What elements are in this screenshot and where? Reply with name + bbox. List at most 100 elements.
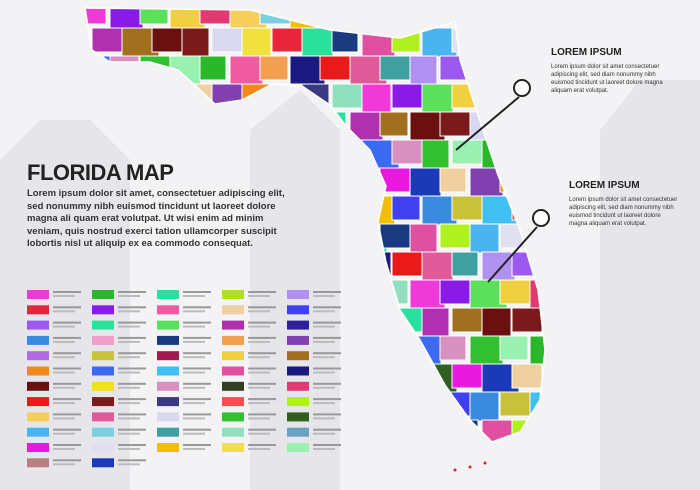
legend-swatch	[92, 381, 114, 391]
legend-text-placeholder	[53, 382, 81, 385]
legend-text-placeholder	[118, 336, 146, 339]
county	[451, 363, 483, 389]
county	[421, 195, 458, 226]
county	[409, 391, 438, 422]
county	[421, 139, 450, 170]
county	[349, 391, 388, 422]
legend-swatch	[27, 458, 49, 468]
county	[361, 307, 400, 338]
legend-text-placeholder	[183, 371, 205, 374]
legend-text-placeholder	[183, 325, 205, 328]
county	[361, 419, 392, 442]
county	[391, 139, 425, 165]
county	[511, 251, 541, 277]
legend-swatch	[222, 443, 244, 452]
legend-text-placeholder	[313, 371, 335, 374]
legend-text-placeholder	[183, 367, 211, 370]
legend-swatch	[222, 290, 244, 299]
legend-text-placeholder	[53, 428, 81, 431]
county	[391, 195, 421, 221]
county	[350, 448, 383, 477]
county	[530, 448, 557, 477]
county	[541, 363, 545, 394]
legend-text-placeholder	[248, 340, 270, 343]
legend-swatch	[27, 320, 49, 330]
legend-swatch	[157, 335, 179, 345]
legend-text-placeholder	[313, 295, 335, 297]
county	[421, 27, 458, 58]
legend-text-placeholder	[248, 291, 276, 293]
county	[259, 55, 289, 81]
legend-text-placeholder	[313, 428, 341, 431]
county	[409, 223, 438, 254]
legend-text-placeholder	[248, 371, 270, 374]
legend-text-placeholder	[53, 413, 81, 416]
legend-text-placeholder	[118, 306, 146, 309]
legend-text-placeholder	[118, 367, 146, 370]
legend-swatch	[27, 335, 49, 345]
legend-text-placeholder	[118, 444, 146, 446]
legend-text-placeholder	[248, 413, 276, 416]
legend-text-placeholder	[183, 356, 205, 359]
county	[301, 27, 334, 58]
county	[349, 335, 380, 366]
legend-text-placeholder	[118, 382, 146, 385]
county	[529, 111, 545, 142]
legend-swatch	[222, 305, 244, 315]
county	[349, 8, 380, 30]
legend-swatch	[92, 412, 114, 422]
legend-text-placeholder	[248, 295, 270, 297]
county	[181, 27, 210, 58]
county	[451, 195, 483, 221]
county	[91, 27, 123, 53]
legend-text-placeholder	[183, 295, 205, 297]
legend	[27, 290, 341, 468]
legend-swatch	[92, 290, 114, 299]
legend-text-placeholder	[53, 432, 75, 435]
legend-text-placeholder	[313, 352, 341, 355]
county	[319, 55, 351, 81]
county	[469, 55, 500, 86]
legend-text-placeholder	[248, 306, 276, 309]
county	[391, 27, 421, 53]
county	[499, 335, 529, 361]
legend-swatch	[222, 397, 244, 407]
county	[169, 55, 202, 86]
legend-text-placeholder	[248, 386, 270, 389]
county	[481, 307, 512, 338]
county	[109, 55, 140, 86]
legend-text-placeholder	[118, 291, 146, 293]
legend-text-placeholder	[53, 386, 75, 389]
legend-swatch	[157, 290, 179, 299]
legend-text-placeholder	[118, 340, 140, 343]
legend-swatch	[27, 366, 49, 376]
legend-swatch	[287, 305, 309, 315]
legend-text-placeholder	[118, 448, 140, 450]
legend-text-placeholder	[118, 398, 146, 401]
legend-text-placeholder	[118, 352, 146, 355]
legend-text-placeholder	[183, 417, 205, 420]
callout-body: Lorem ipsum dolor sit amet consectetuer …	[551, 64, 663, 94]
title: FLORIDA MAP	[27, 160, 174, 185]
legend-text-placeholder	[183, 398, 211, 401]
county	[211, 251, 243, 277]
county	[499, 223, 537, 249]
legend-text-placeholder	[313, 386, 335, 389]
county	[451, 307, 487, 333]
county	[511, 363, 545, 389]
legend-swatch	[222, 412, 244, 422]
legend-text-placeholder	[248, 367, 276, 370]
county	[439, 391, 475, 417]
legend-text-placeholder	[313, 402, 335, 405]
legend-text-placeholder	[183, 386, 205, 389]
legend-swatch	[27, 351, 49, 361]
county	[361, 27, 396, 58]
county	[439, 223, 475, 249]
legend-text-placeholder	[118, 463, 140, 466]
legend-text-placeholder	[183, 321, 211, 324]
legend-swatch	[27, 305, 49, 315]
legend-text-placeholder	[183, 448, 205, 450]
legend-swatch	[92, 335, 114, 345]
county	[259, 8, 293, 25]
county	[469, 167, 504, 198]
